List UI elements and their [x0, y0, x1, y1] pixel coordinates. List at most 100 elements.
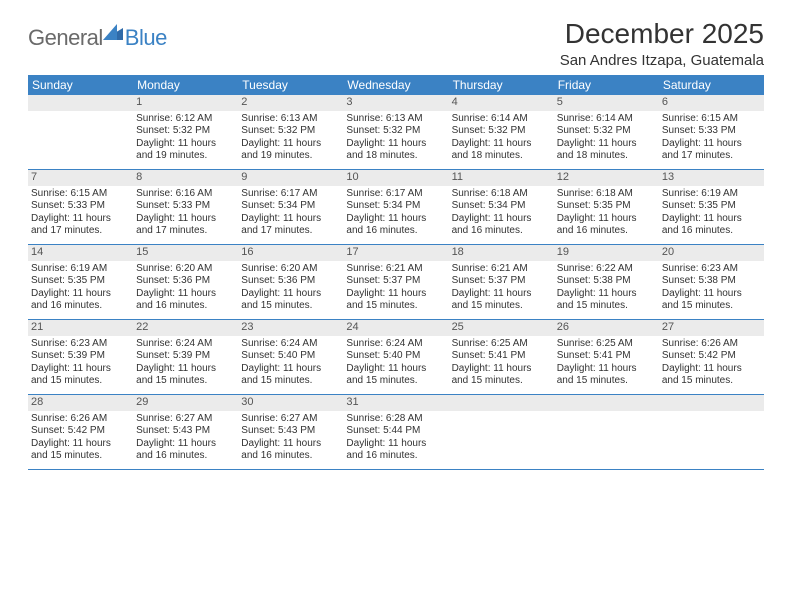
- daylight-text: Daylight: 11 hours and 15 minutes.: [557, 288, 656, 313]
- days-of-week-row: SundayMondayTuesdayWednesdayThursdayFrid…: [28, 75, 764, 95]
- daylight-text: Daylight: 11 hours and 15 minutes.: [346, 363, 445, 388]
- daylight-text: Daylight: 11 hours and 16 minutes.: [241, 438, 340, 463]
- daylight-text: Daylight: 11 hours and 15 minutes.: [452, 288, 551, 313]
- daynum-row: 9: [238, 170, 343, 186]
- sunrise-text: Sunrise: 6:24 AM: [241, 338, 340, 351]
- daynum-row: [28, 95, 133, 111]
- daynum-row: 1: [133, 95, 238, 111]
- daynum-row: [554, 395, 659, 411]
- daynum-row: 31: [343, 395, 448, 411]
- daynum-row: 8: [133, 170, 238, 186]
- calendar-cell: 21Sunrise: 6:23 AMSunset: 5:39 PMDayligh…: [28, 320, 133, 394]
- daylight-text: Daylight: 11 hours and 18 minutes.: [346, 138, 445, 163]
- calendar: SundayMondayTuesdayWednesdayThursdayFrid…: [28, 75, 764, 470]
- sunset-text: Sunset: 5:35 PM: [557, 200, 656, 213]
- day-number: 29: [136, 396, 148, 408]
- daylight-text: Daylight: 11 hours and 15 minutes.: [31, 363, 130, 388]
- day-of-week: Sunday: [28, 75, 133, 95]
- sunset-text: Sunset: 5:37 PM: [452, 275, 551, 288]
- calendar-cell: 11Sunrise: 6:18 AMSunset: 5:34 PMDayligh…: [449, 170, 554, 244]
- day-number: 8: [136, 171, 142, 183]
- calendar-cell: [659, 395, 764, 469]
- day-number: 4: [452, 96, 458, 108]
- daylight-text: Daylight: 11 hours and 15 minutes.: [31, 438, 130, 463]
- day-number: 24: [346, 321, 358, 333]
- sunrise-text: Sunrise: 6:21 AM: [452, 263, 551, 276]
- daylight-text: Daylight: 11 hours and 16 minutes.: [662, 213, 761, 238]
- sunrise-text: Sunrise: 6:24 AM: [136, 338, 235, 351]
- location: San Andres Itzapa, Guatemala: [560, 52, 764, 69]
- daynum-row: 17: [343, 245, 448, 261]
- calendar-cell: 22 Sunrise: 6:24 AMSunset: 5:39 PMDayligh…: [133, 320, 238, 394]
- calendar-cell: [28, 95, 133, 169]
- daynum-row: [449, 395, 554, 411]
- week-row: 21Sunrise: 6:23 AMSunset: 5:39 PMDayligh…: [28, 320, 764, 395]
- daynum-row: 7: [28, 170, 133, 186]
- sunset-text: Sunset: 5:36 PM: [136, 275, 235, 288]
- sunset-text: Sunset: 5:38 PM: [557, 275, 656, 288]
- daynum-row: 22: [133, 320, 238, 336]
- day-number: [31, 96, 34, 108]
- daynum-row: 21: [28, 320, 133, 336]
- daynum-row: 25: [449, 320, 554, 336]
- sunrise-text: Sunrise: 6:19 AM: [31, 263, 130, 276]
- daylight-text: Daylight: 11 hours and 17 minutes.: [241, 213, 340, 238]
- calendar-cell: 28Sunrise: 6:26 AMSunset: 5:42 PMDayligh…: [28, 395, 133, 469]
- calendar-cell: 10Sunrise: 6:17 AMSunset: 5:34 PMDayligh…: [343, 170, 448, 244]
- daylight-text: Daylight: 11 hours and 15 minutes.: [241, 363, 340, 388]
- calendar-cell: 30Sunrise: 6:27 AMSunset: 5:43 PMDayligh…: [238, 395, 343, 469]
- daylight-text: Daylight: 11 hours and 15 minutes.: [136, 363, 235, 388]
- calendar-cell: 6Sunrise: 6:15 AMSunset: 5:33 PMDaylight…: [659, 95, 764, 169]
- daylight-text: Daylight: 11 hours and 19 minutes.: [136, 138, 235, 163]
- calendar-cell: 15Sunrise: 6:20 AMSunset: 5:36 PMDayligh…: [133, 245, 238, 319]
- sunrise-text: Sunrise: 6:13 AM: [346, 113, 445, 126]
- daylight-text: Daylight: 11 hours and 16 minutes.: [452, 213, 551, 238]
- day-number: 1: [136, 96, 142, 108]
- day-number: 22: [136, 321, 148, 333]
- daynum-row: 29: [133, 395, 238, 411]
- sunset-text: Sunset: 5:39 PM: [136, 350, 235, 363]
- calendar-cell: 14Sunrise: 6:19 AMSunset: 5:35 PMDayligh…: [28, 245, 133, 319]
- day-number: 31: [346, 396, 358, 408]
- calendar-cell: 4Sunrise: 6:14 AMSunset: 5:32 PMDaylight…: [449, 95, 554, 169]
- sunrise-text: Sunrise: 6:12 AM: [136, 113, 235, 126]
- sunset-text: Sunset: 5:33 PM: [136, 200, 235, 213]
- calendar-cell: 18 Sunrise: 6:21 AMSunset: 5:37 PMDayligh…: [449, 245, 554, 319]
- sunrise-text: Sunrise: 6:26 AM: [31, 413, 130, 426]
- day-number: [662, 396, 665, 408]
- daylight-text: Daylight: 11 hours and 15 minutes.: [452, 363, 551, 388]
- daynum-row: 13: [659, 170, 764, 186]
- daylight-text: Daylight: 11 hours and 16 minutes.: [136, 288, 235, 313]
- sunrise-text: Sunrise: 6:25 AM: [557, 338, 656, 351]
- day-number: 15: [136, 246, 148, 258]
- day-number: 19: [557, 246, 569, 258]
- day-number: 16: [241, 246, 253, 258]
- day-of-week: Tuesday: [238, 75, 343, 95]
- day-number: 3: [346, 96, 352, 108]
- sunset-text: Sunset: 5:37 PM: [346, 275, 445, 288]
- calendar-cell: 31Sunrise: 6:28 AMSunset: 5:44 PMDayligh…: [343, 395, 448, 469]
- sunrise-text: Sunrise: 6:28 AM: [346, 413, 445, 426]
- daynum-row: 3: [343, 95, 448, 111]
- day-number: 9: [241, 171, 247, 183]
- logo-triangle-icon: [103, 24, 123, 40]
- sunrise-text: Sunrise: 6:23 AM: [662, 263, 761, 276]
- sunrise-text: Sunrise: 6:16 AM: [136, 188, 235, 201]
- day-number: 23: [241, 321, 253, 333]
- sunset-text: Sunset: 5:35 PM: [31, 275, 130, 288]
- day-number: 6: [662, 96, 668, 108]
- day-of-week: Wednesday: [343, 75, 448, 95]
- calendar-cell: 7Sunrise: 6:15 AMSunset: 5:33 PMDaylight…: [28, 170, 133, 244]
- daylight-text: Daylight: 11 hours and 16 minutes.: [557, 213, 656, 238]
- calendar-cell: 17Sunrise: 6:21 AMSunset: 5:37 PMDayligh…: [343, 245, 448, 319]
- daylight-text: Daylight: 11 hours and 17 minutes.: [136, 213, 235, 238]
- daylight-text: Daylight: 11 hours and 15 minutes.: [241, 288, 340, 313]
- sunset-text: Sunset: 5:41 PM: [557, 350, 656, 363]
- daylight-text: Daylight: 11 hours and 17 minutes.: [31, 213, 130, 238]
- day-number: 27: [662, 321, 674, 333]
- calendar-cell: 9Sunrise: 6:17 AMSunset: 5:34 PMDaylight…: [238, 170, 343, 244]
- sunset-text: Sunset: 5:32 PM: [346, 125, 445, 138]
- day-number: 18: [452, 246, 464, 258]
- day-of-week: Friday: [554, 75, 659, 95]
- sunset-text: Sunset: 5:34 PM: [346, 200, 445, 213]
